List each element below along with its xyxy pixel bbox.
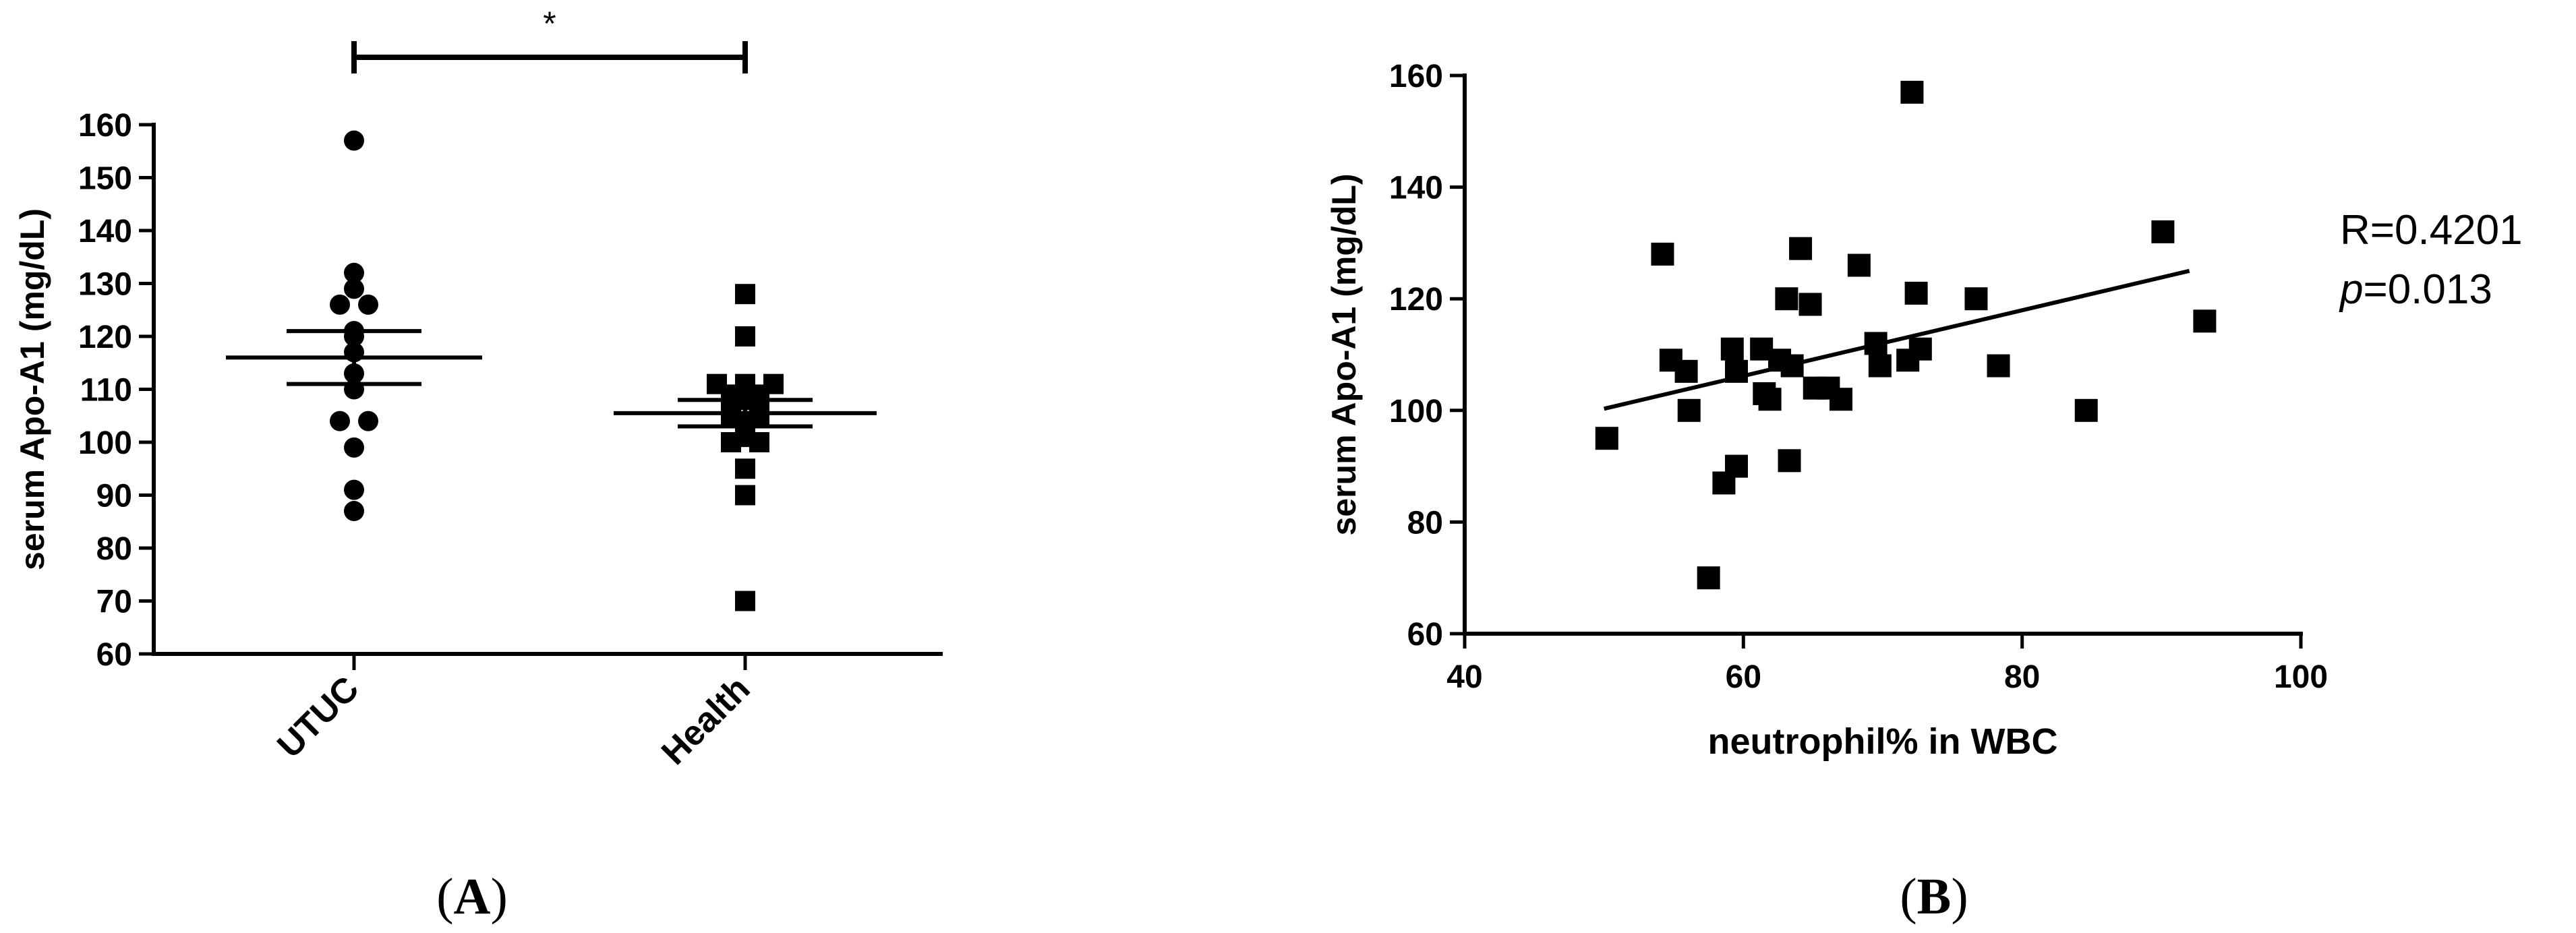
data-point-health xyxy=(735,326,755,347)
data-point-b xyxy=(2074,398,2098,422)
y-tick-label-a: 90 xyxy=(96,479,132,514)
y-tick-label-a: 110 xyxy=(80,373,132,409)
data-point-b xyxy=(1908,337,1932,361)
data-point-b xyxy=(1674,359,1698,383)
data-point-utuc xyxy=(330,411,350,431)
data-point-b xyxy=(1868,354,1892,378)
data-point-utuc xyxy=(344,479,364,500)
panel-letter-b: B xyxy=(1917,868,1952,925)
panel-label-a: (A) xyxy=(436,868,508,925)
correlation-p: p=0.013 xyxy=(2339,266,2492,313)
data-point-utuc xyxy=(344,130,364,151)
y-tick-label-a: 130 xyxy=(78,267,132,303)
points-b xyxy=(1595,80,2217,590)
chart-a: * 60 70 80 90 100 110 120 130 140 150 160 UTUC Heal… xyxy=(13,5,943,925)
p-symbol: p xyxy=(2339,266,2363,313)
data-point-utuc xyxy=(358,411,378,431)
data-point-b xyxy=(1720,337,1744,361)
data-point-b xyxy=(1900,80,1924,104)
data-point-b xyxy=(2151,220,2175,243)
data-point-b xyxy=(1725,454,1748,478)
x-axis-label-b: neutrophil% in WBC xyxy=(1708,721,2058,762)
data-point-b xyxy=(1595,427,1618,450)
data-point-health xyxy=(735,485,755,506)
data-point-b xyxy=(1697,566,1720,590)
y-tick-label-a: 150 xyxy=(78,161,132,197)
y-tick-label-b: 60 xyxy=(1407,617,1443,653)
data-point-b xyxy=(1775,287,1798,311)
x-tick-label-b: 60 xyxy=(1726,659,1761,695)
correlation-r: R=0.4201 xyxy=(2340,207,2523,253)
mean-sem-bars-a xyxy=(226,329,877,429)
data-point-b xyxy=(1847,253,1871,277)
data-point-utuc xyxy=(330,294,350,315)
data-point-b xyxy=(1904,281,1928,305)
data-point-utuc xyxy=(344,262,364,283)
data-point-utuc xyxy=(358,294,378,315)
data-point-b xyxy=(1789,237,1813,260)
data-point-b xyxy=(1987,354,2010,378)
data-point-b xyxy=(1964,287,1988,311)
y-tick-label-b: 160 xyxy=(1389,59,1443,94)
data-point-utuc xyxy=(344,501,364,522)
y-axis-label-b: serum Apo-A1 (mg/dL) xyxy=(1325,173,1363,535)
data-point-health xyxy=(735,284,755,305)
y-ticks-a: 60 70 80 90 100 110 120 130 140 150 160 xyxy=(78,108,154,673)
y-tick-label-a: 160 xyxy=(78,108,132,144)
x-tick-label-b: 80 xyxy=(2004,659,2040,695)
regression-line xyxy=(1603,268,2190,411)
x-tick-label-b: 100 xyxy=(2274,659,2328,695)
y-tick-label-a: 120 xyxy=(78,320,132,355)
y-tick-label-b: 140 xyxy=(1389,171,1443,206)
x-tick-label-a: Health xyxy=(654,669,757,772)
panel-letter-a: A xyxy=(454,868,491,925)
y-ticks-b: 60 80 100 120 140 160 xyxy=(1389,59,1465,653)
data-point-b xyxy=(1778,449,1801,473)
significance-star: * xyxy=(543,5,556,42)
data-point-b xyxy=(1651,242,1674,266)
data-point-b xyxy=(1798,293,1822,316)
y-tick-label-b: 120 xyxy=(1389,282,1443,318)
y-tick-label-a: 60 xyxy=(96,637,132,673)
significance-bracket: * xyxy=(351,5,748,73)
y-axis-label-a: serum Apo-A1 (mg/dL) xyxy=(13,208,51,570)
p-value: =0.013 xyxy=(2363,266,2492,313)
y-tick-label-a: 100 xyxy=(78,425,132,461)
data-point-b xyxy=(2193,309,2217,333)
data-point-b xyxy=(1677,398,1701,422)
panel-label-b: (B) xyxy=(1900,868,1968,925)
data-point-health xyxy=(749,432,769,452)
data-point-health xyxy=(721,432,741,452)
y-tick-label-a: 140 xyxy=(78,214,132,249)
data-point-utuc xyxy=(344,278,364,299)
y-tick-label-a: 70 xyxy=(96,584,132,620)
x-tick-label-b: 40 xyxy=(1446,659,1482,695)
y-tick-label-b: 100 xyxy=(1389,394,1443,429)
points-a xyxy=(330,130,784,611)
x-tick-label-a: UTUC xyxy=(270,669,366,765)
data-point-health xyxy=(735,458,755,479)
y-tick-label-b: 80 xyxy=(1407,505,1443,541)
data-point-utuc xyxy=(344,437,364,458)
x-ticks-b: 40 60 80 100 xyxy=(1446,634,2328,695)
x-ticks-a: UTUC Health xyxy=(270,654,757,773)
data-point-b xyxy=(1829,388,1852,411)
y-tick-label-a: 80 xyxy=(96,531,132,567)
data-point-b xyxy=(1758,388,1782,411)
data-point-health xyxy=(735,591,755,611)
